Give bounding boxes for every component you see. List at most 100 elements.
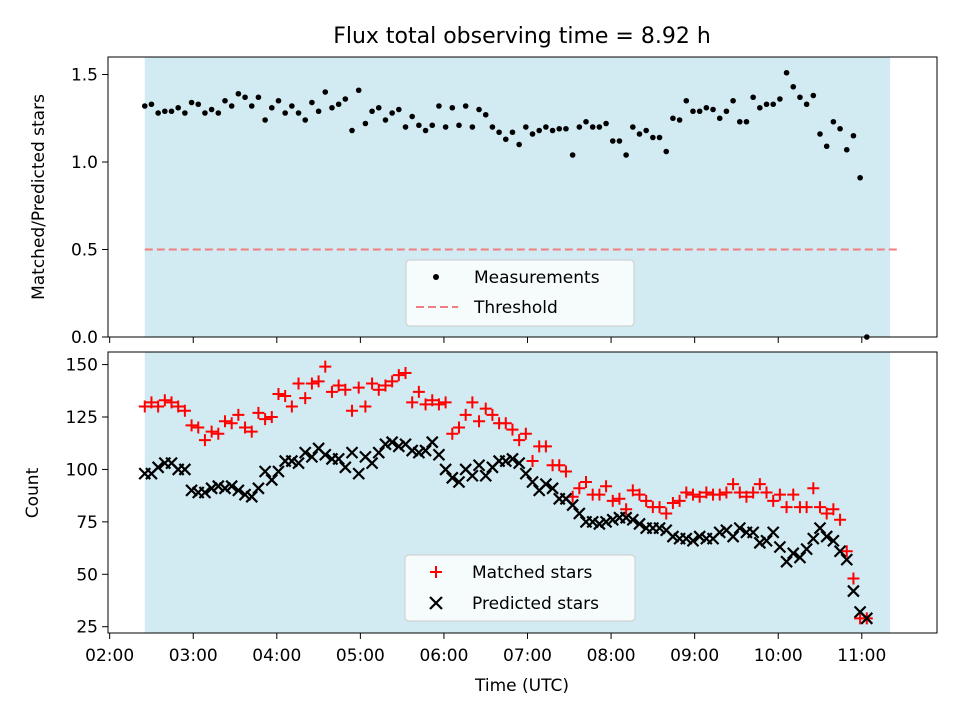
measurement-point: [262, 117, 268, 123]
matched-star-point: [185, 419, 198, 432]
matched-star-point: [653, 501, 666, 514]
measurement-point: [529, 131, 536, 137]
matched-star-point: [439, 396, 452, 409]
predicted-star-point: [345, 446, 359, 459]
measurement-point: [763, 101, 770, 108]
measurement-point: [696, 108, 703, 115]
measurement-point: [202, 110, 208, 116]
measurement-point: [275, 97, 282, 104]
measurement-point: [289, 103, 295, 109]
top-y-tick-label: 0.0: [71, 328, 98, 348]
matched-star-point: [814, 501, 827, 514]
measurement-point: [536, 127, 543, 134]
x-tick-label: 10:00: [754, 646, 803, 666]
matched-star-points: [138, 360, 873, 625]
measurement-point: [656, 134, 663, 141]
matched-star-point: [580, 476, 593, 489]
x-tick-label: 11:00: [837, 646, 886, 666]
measurement-point: [322, 89, 329, 95]
measurement-point: [616, 138, 623, 144]
matched-star-point: [459, 408, 472, 421]
matched-star-point: [305, 377, 318, 390]
matched-star-point: [406, 396, 419, 409]
measurement-point: [248, 103, 255, 109]
measurement-point: [703, 104, 710, 111]
matched-star-point: [446, 427, 459, 440]
matched-star-point: [426, 394, 439, 407]
matched-star-point: [760, 486, 773, 499]
measurement-point: [549, 127, 556, 134]
measurement-point: [228, 103, 235, 109]
predicted-star-point: [793, 551, 807, 564]
matched-star-point: [265, 411, 278, 424]
predicted-star-point: [319, 448, 332, 462]
measurement-point: [235, 90, 242, 97]
matched-star-point: [800, 501, 813, 514]
x-tick-label: 05:00: [336, 646, 385, 666]
bottom-y-axis: 25 50 75 100 125 150: [66, 356, 108, 638]
matched-star-point: [633, 488, 646, 501]
measurement-point: [442, 124, 449, 130]
measurement-point: [723, 108, 730, 115]
measurement-point: [182, 110, 188, 116]
measurement-point: [670, 115, 676, 122]
measurement-point: [402, 124, 409, 130]
measurement-point: [162, 108, 168, 115]
matched-star-point: [379, 379, 392, 392]
matched-star-point: [593, 488, 606, 501]
bottom-legend-box: [404, 554, 636, 622]
bottom-y-axis-label: Count: [23, 467, 43, 518]
measurement-point: [222, 97, 228, 104]
matched-star-point: [386, 375, 399, 388]
legend-measurements-marker: [433, 274, 439, 280]
matched-star-point: [660, 507, 673, 520]
matched-star-point: [339, 383, 352, 396]
predicted-star-point: [546, 482, 559, 495]
matched-star-point: [820, 507, 833, 520]
matched-star-point: [165, 396, 178, 409]
measurement-point: [683, 97, 690, 104]
predicted-star-point: [807, 532, 820, 545]
measurement-point: [195, 101, 202, 108]
matched-star-point: [499, 417, 512, 430]
bottom-y-tick-label: 50: [76, 565, 98, 585]
measurement-point: [609, 138, 616, 144]
predicted-star-point: [800, 542, 813, 556]
matched-star-point: [606, 494, 619, 507]
measurement-point: [215, 110, 222, 116]
matched-star-point: [553, 459, 566, 472]
measurement-point: [777, 96, 783, 102]
measurement-point: [141, 103, 148, 109]
predicted-star-point: [633, 517, 646, 531]
legend-matched-label: Matched stars: [472, 563, 592, 583]
matched-star-point: [673, 494, 686, 507]
matched-star-point: [693, 490, 706, 503]
matched-star-point: [366, 377, 379, 390]
predicted-star-point: [446, 471, 459, 485]
measurement-point: [716, 115, 723, 122]
matched-star-point: [787, 488, 800, 501]
count-panel: 25 50 75 100 125 150 02:00 03:00 04:00 05:00 06:0…: [23, 351, 938, 696]
predicted-star-point: [425, 435, 439, 449]
measurement-point: [282, 110, 288, 116]
matched-star-point: [840, 545, 853, 558]
legend-measurements-label: Measurements: [474, 268, 600, 288]
measurement-point: [563, 125, 569, 132]
top-y-axis-label: Matched/Predicted stars: [29, 94, 49, 300]
matched-star-point: [727, 478, 740, 491]
measurement-point: [643, 127, 649, 134]
predicted-star-point: [786, 547, 800, 560]
matched-star-point: [158, 394, 171, 407]
measurement-point: [355, 87, 362, 94]
matched-star-point: [198, 434, 211, 447]
predicted-star-point: [252, 482, 265, 495]
measurement-point: [823, 143, 830, 150]
measurement-point: [556, 125, 563, 132]
measurement-point: [155, 110, 161, 116]
measurement-point: [583, 118, 589, 125]
matched-star-point: [680, 486, 693, 499]
ratio-panel: 0.0 0.5 1.0 1.5 Matched/Predicted stars Mea…: [29, 56, 938, 348]
matched-star-point: [192, 421, 205, 434]
measurement-points: [141, 69, 870, 340]
